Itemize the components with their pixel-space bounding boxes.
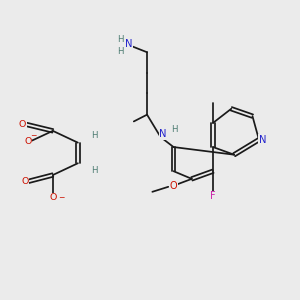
Text: O: O bbox=[49, 193, 56, 202]
Text: −: − bbox=[31, 131, 37, 140]
Text: O: O bbox=[21, 177, 28, 186]
Text: O: O bbox=[170, 181, 177, 191]
Text: N: N bbox=[125, 39, 132, 49]
Text: N: N bbox=[159, 129, 167, 139]
Text: F: F bbox=[210, 191, 216, 201]
Text: H: H bbox=[117, 47, 123, 56]
Text: H: H bbox=[91, 166, 97, 175]
Text: H: H bbox=[91, 131, 97, 140]
Text: H: H bbox=[117, 35, 123, 44]
Text: −: − bbox=[58, 193, 65, 202]
Text: N: N bbox=[259, 135, 266, 145]
Text: O: O bbox=[19, 120, 26, 129]
Text: H: H bbox=[171, 125, 177, 134]
Text: O: O bbox=[24, 137, 32, 146]
